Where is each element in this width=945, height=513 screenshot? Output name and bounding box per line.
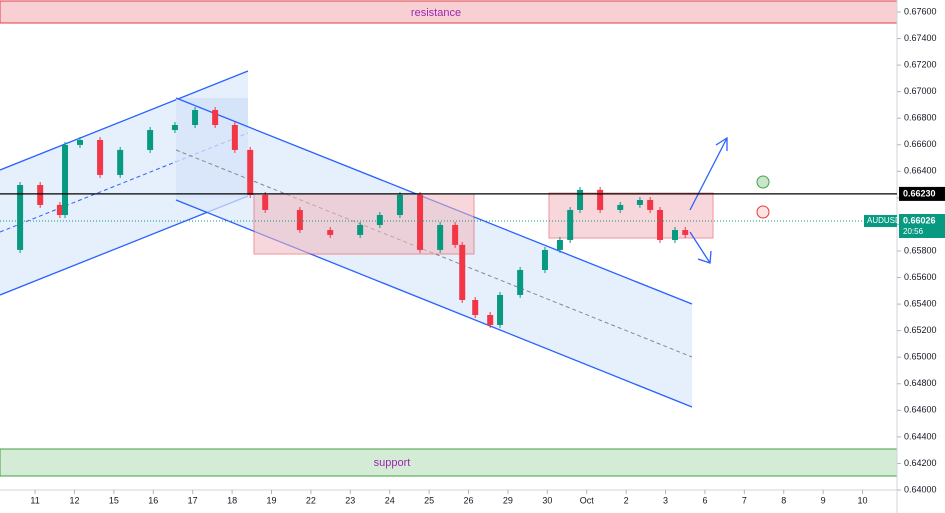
candle	[487, 314, 494, 325]
candle	[497, 294, 504, 325]
arrow-head	[697, 250, 712, 264]
y-tick-label: 0.67600	[904, 6, 937, 16]
candle	[76, 139, 83, 145]
symbol-tag	[864, 214, 897, 227]
candle	[357, 224, 364, 235]
x-tick-label: 16	[148, 495, 158, 505]
candle	[617, 204, 624, 210]
candle	[452, 224, 459, 245]
symbol-label: AUDUSD	[867, 216, 901, 225]
x-tick-label: 9	[821, 495, 826, 505]
y-tick-label: 0.67400	[904, 33, 937, 43]
y-tick-label: 0.64200	[904, 458, 937, 468]
y-tick-label: 0.64000	[904, 484, 937, 494]
candle	[417, 194, 424, 250]
support-zone	[0, 448, 898, 477]
candle	[636, 200, 643, 205]
candle	[517, 269, 524, 295]
y-tick-label: 0.67200	[904, 59, 937, 69]
x-tick-label: 19	[266, 495, 276, 505]
y-tick-label: 0.67000	[904, 86, 937, 96]
x-tick-label: 12	[69, 495, 79, 505]
price-label: 0.66026	[903, 215, 936, 225]
candle	[396, 194, 403, 216]
candle	[556, 239, 563, 250]
channel-mid	[0, 132, 249, 233]
x-tick-label: 6	[702, 495, 707, 505]
candle	[577, 189, 584, 210]
x-tick-label: 18	[227, 495, 237, 505]
level-tag	[899, 186, 945, 201]
channel-line	[0, 70, 249, 171]
candle	[192, 109, 199, 125]
y-tick-label: 0.66400	[904, 166, 937, 176]
signal-down	[756, 205, 770, 219]
signal-up	[756, 175, 770, 189]
candle	[17, 185, 24, 250]
resistance-label: resistance	[411, 7, 461, 19]
candle	[62, 144, 69, 216]
x-tick-label: 7	[742, 495, 747, 505]
arrow-down	[689, 231, 711, 264]
arrow-head	[715, 136, 728, 151]
timer-label: 20:56	[903, 227, 924, 236]
x-tick-label: 17	[188, 495, 198, 505]
candle	[296, 209, 303, 231]
candle	[657, 209, 664, 240]
y-tick-label: 0.65600	[904, 272, 937, 282]
y-tick-label: 0.65400	[904, 298, 937, 308]
candle	[262, 194, 269, 210]
candle	[231, 124, 238, 150]
candle	[567, 209, 574, 240]
candle	[97, 139, 104, 175]
y-tick-label: 0.66800	[904, 113, 937, 123]
candle	[437, 224, 444, 250]
x-tick-label: 22	[306, 495, 316, 505]
candle	[459, 244, 466, 300]
candle	[597, 189, 604, 210]
y-tick-label: 0.65200	[904, 325, 937, 335]
y-tick-label: 0.65800	[904, 245, 937, 255]
candle	[247, 149, 254, 195]
candle	[647, 200, 654, 210]
x-tick-label: 24	[385, 495, 395, 505]
candle	[212, 109, 219, 125]
x-tick-label: 23	[345, 495, 355, 505]
x-tick-label: 2	[624, 495, 629, 505]
x-tick-label: 8	[781, 495, 786, 505]
y-tick-label: 0.64800	[904, 378, 937, 388]
candle	[171, 124, 178, 131]
candle	[541, 249, 548, 270]
arrow-up	[689, 137, 728, 211]
candle	[682, 230, 689, 235]
x-tick-label: 3	[663, 495, 668, 505]
y-tick-label: 0.64400	[904, 431, 937, 441]
level-label: 0.66230	[903, 188, 936, 198]
candle	[472, 299, 479, 315]
y-tick-label: 0.66600	[904, 139, 937, 149]
candle	[327, 230, 334, 235]
x-tick-label: 10	[858, 495, 868, 505]
candle	[672, 230, 678, 240]
support-label: support	[374, 457, 411, 469]
candle	[56, 204, 63, 216]
x-tick-label: 11	[30, 495, 39, 505]
x-tick-label: 15	[109, 495, 119, 505]
candle	[117, 149, 124, 175]
x-tick-label: Oct	[580, 495, 595, 505]
candle	[147, 130, 154, 150]
x-tick-label: 25	[424, 495, 434, 505]
candle	[376, 215, 383, 225]
x-tick-label: 29	[503, 495, 513, 505]
y-tick-label: 0.64600	[904, 405, 937, 415]
price-tag	[899, 213, 945, 238]
candle	[37, 185, 44, 205]
x-tick-label: 26	[464, 495, 474, 505]
channel-mid	[175, 149, 693, 358]
y-tick-label: 0.65000	[904, 352, 937, 362]
x-tick-label: 30	[542, 495, 552, 505]
range-box	[548, 192, 714, 239]
